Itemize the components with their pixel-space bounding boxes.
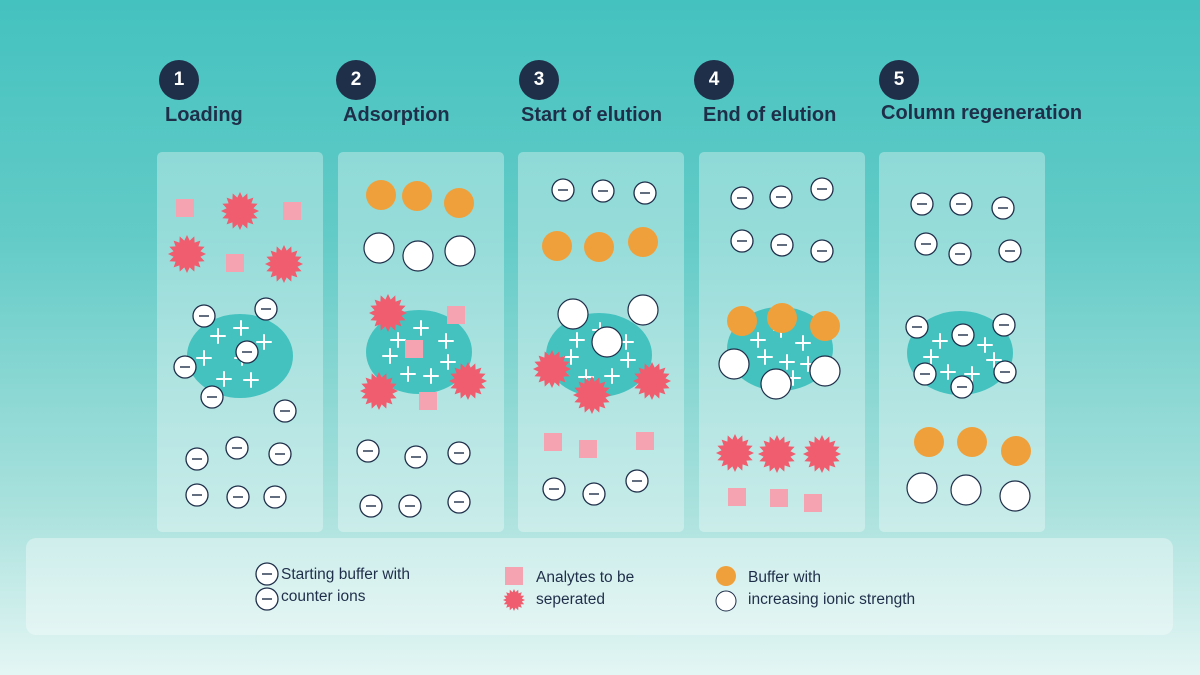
step-4-number: 4 xyxy=(694,60,734,100)
step-5-number: 5 xyxy=(879,60,919,100)
step-4-title: End of elution xyxy=(703,104,837,126)
analyte-square xyxy=(804,494,822,512)
buffer-ion-orange xyxy=(542,231,572,261)
step-2-number: 2 xyxy=(336,60,376,100)
legend-analytes-line1: Analytes to be xyxy=(536,569,635,586)
positive-charge xyxy=(604,368,620,384)
step-3-title: Start of elution xyxy=(521,104,663,126)
positive-charge xyxy=(569,332,585,348)
step-3-number: 3 xyxy=(519,60,559,100)
positive-charge xyxy=(795,335,811,351)
positive-charge xyxy=(977,337,993,353)
buffer-ion-white xyxy=(402,240,434,272)
positive-charge xyxy=(440,354,456,370)
analyte-star xyxy=(221,192,259,230)
positive-charge xyxy=(256,334,272,350)
legend-counter-ions-line1: Starting buffer with xyxy=(281,566,410,583)
positive-charge xyxy=(233,320,249,336)
buffer-ion-orange xyxy=(957,427,987,457)
step-1-number: 1 xyxy=(159,60,199,100)
legend-analytes-line2: seperated xyxy=(536,591,605,608)
legend-white-icon xyxy=(715,590,737,612)
analyte-star xyxy=(803,435,841,473)
positive-charge xyxy=(210,328,226,344)
positive-charge xyxy=(413,320,429,336)
step-2-title: Adsorption xyxy=(343,104,450,126)
buffer-ion-white xyxy=(591,326,623,358)
analyte-square xyxy=(770,489,788,507)
positive-charge xyxy=(986,352,1002,368)
analyte-star xyxy=(360,372,398,410)
analyte-square xyxy=(419,392,437,410)
positive-charge xyxy=(757,349,773,365)
buffer-ion-white xyxy=(627,294,659,326)
legend xyxy=(26,538,1173,635)
buffer-ion-white xyxy=(444,235,476,267)
analyte-square xyxy=(405,340,423,358)
legend-buffer-line2: increasing ionic strength xyxy=(748,591,916,608)
positive-charge xyxy=(382,348,398,364)
analyte-star xyxy=(573,376,611,414)
positive-charge xyxy=(620,352,636,368)
buffer-ion-white xyxy=(809,355,841,387)
buffer-ion-orange xyxy=(1001,436,1031,466)
positive-charge xyxy=(563,349,579,365)
buffer-ion-orange xyxy=(727,306,757,336)
analyte-square xyxy=(505,567,523,585)
positive-charge xyxy=(390,332,406,348)
analyte-star xyxy=(716,434,754,472)
buffer-ion-orange xyxy=(767,303,797,333)
buffer-ion-orange xyxy=(584,232,614,262)
analyte-star xyxy=(533,350,571,388)
buffer-ion-white xyxy=(999,480,1031,512)
positive-charge xyxy=(243,372,259,388)
positive-charge xyxy=(923,349,939,365)
legend-orange-icon xyxy=(716,566,736,586)
buffer-ion-orange xyxy=(914,427,944,457)
analyte-star xyxy=(503,589,525,611)
legend-buffer-line1: Buffer with xyxy=(748,569,821,586)
buffer-ion-white xyxy=(557,298,589,330)
positive-charge xyxy=(400,366,416,382)
buffer-ion-white xyxy=(906,472,938,504)
step-1-title: Loading xyxy=(165,104,243,126)
buffer-ion-orange xyxy=(366,180,396,210)
analyte-square xyxy=(636,432,654,450)
positive-charge xyxy=(779,354,795,370)
analyte-star xyxy=(449,362,487,400)
buffer-ion-orange xyxy=(402,181,432,211)
positive-charge xyxy=(932,333,948,349)
analyte-star xyxy=(758,435,796,473)
positive-charge xyxy=(216,371,232,387)
buffer-ion-orange xyxy=(444,188,474,218)
buffer-ion-orange xyxy=(628,227,658,257)
analyte-square xyxy=(226,254,244,272)
positive-charge xyxy=(964,366,980,382)
analyte-star xyxy=(369,294,407,332)
positive-charge xyxy=(940,364,956,380)
positive-charge xyxy=(423,368,439,384)
analyte-square xyxy=(447,306,465,324)
positive-charge xyxy=(750,332,766,348)
analyte-square xyxy=(544,433,562,451)
step-5-title: Column regeneration xyxy=(881,102,1083,124)
legend-counter-ions-line2: counter ions xyxy=(281,588,366,605)
buffer-ion-orange xyxy=(810,311,840,341)
analyte-square xyxy=(283,202,301,220)
buffer-ion-white xyxy=(950,474,982,506)
buffer-ion-white xyxy=(363,232,395,264)
positive-charge xyxy=(438,333,454,349)
analyte-star xyxy=(168,235,206,273)
analyte-square xyxy=(579,440,597,458)
buffer-ion-white xyxy=(760,368,792,400)
analyte-star xyxy=(265,245,303,283)
analyte-square xyxy=(728,488,746,506)
analyte-square xyxy=(176,199,194,217)
positive-charge xyxy=(196,350,212,366)
analyte-star xyxy=(633,362,671,400)
buffer-ion-white xyxy=(718,348,750,380)
